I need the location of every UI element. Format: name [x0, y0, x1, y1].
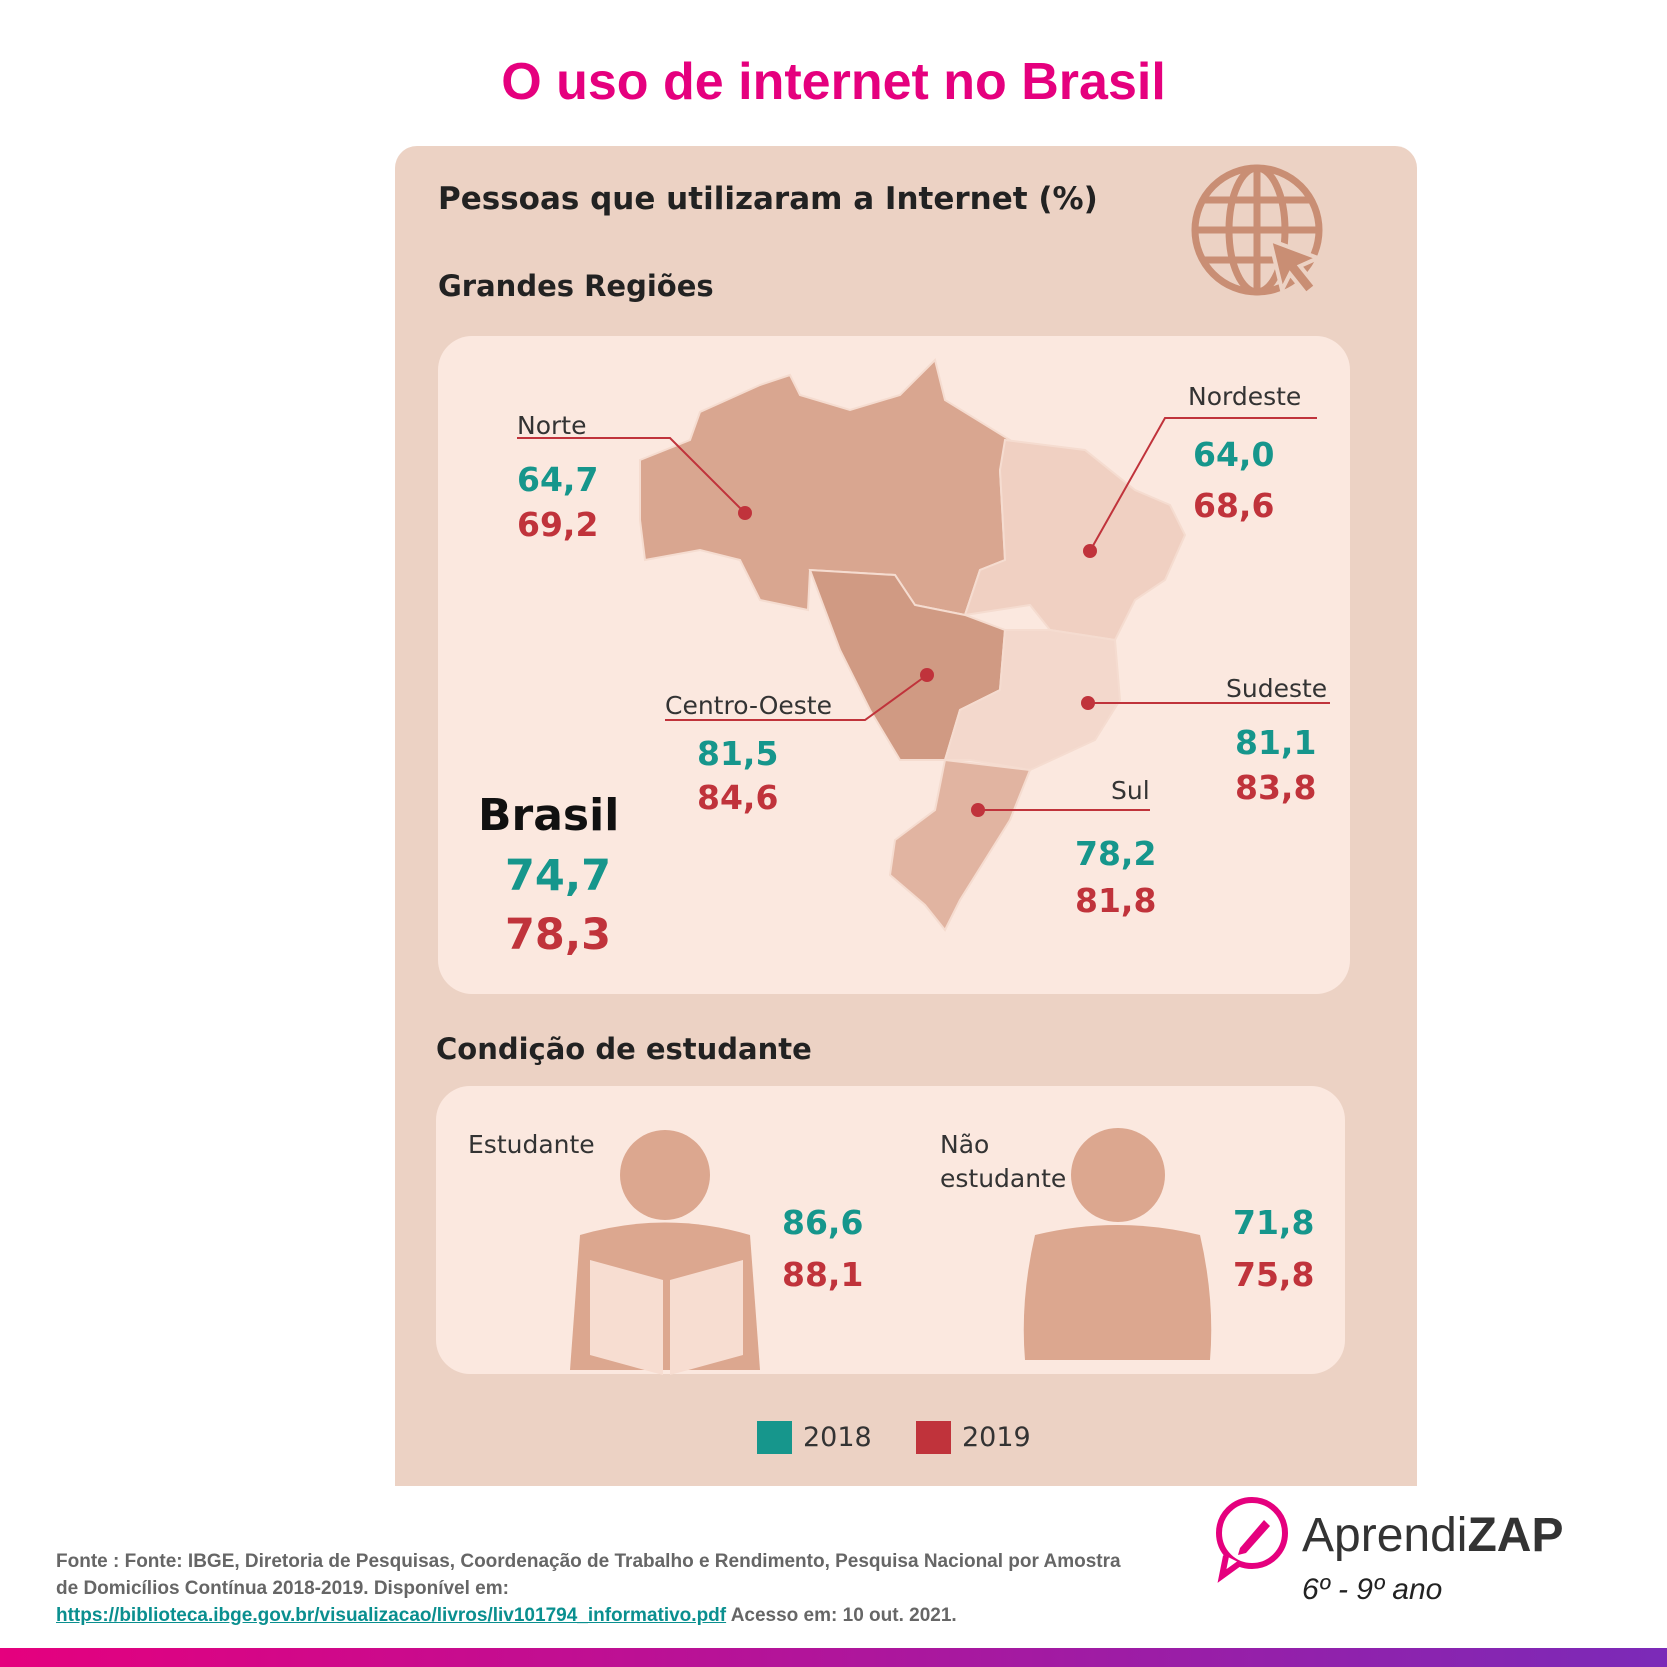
infographic-card: [395, 146, 1417, 1486]
section-heading: Condição de estudante: [436, 1032, 812, 1066]
card-title: Pessoas que utilizaram a Internet (%): [438, 181, 1098, 217]
student-label: Não estudante: [940, 1130, 1067, 1193]
value-2019: 69,2: [517, 505, 599, 544]
value-2018: 64,7: [517, 460, 599, 499]
region-label: Sudeste: [1226, 674, 1328, 703]
value-2018: 71,8: [1233, 1203, 1315, 1242]
brasil-label: Brasil: [478, 790, 620, 841]
value-2018: 81,1: [1235, 723, 1317, 762]
region-label: Centro-Oeste: [665, 691, 832, 720]
source-link[interactable]: https://biblioteca.ibge.gov.br/visualiza…: [56, 1605, 727, 1626]
value-2019: 84,6: [697, 778, 779, 817]
brazil-map: [639, 358, 1187, 932]
leader-lines: [517, 417, 1330, 811]
legend-swatch: [916, 1421, 951, 1454]
brand-bold: ZAP: [1467, 1509, 1564, 1562]
student-icon: [570, 1130, 760, 1375]
page-title: O uso de internet no Brasil: [501, 53, 1166, 111]
source-text: Fonte : Fonte: IBGE, Diretoria de Pesqui…: [56, 1551, 1121, 1599]
source-access: Acesso em: 10 out. 2021.: [730, 1605, 957, 1626]
value-2018: 74,7: [505, 851, 612, 901]
value-2019: 88,1: [782, 1255, 864, 1294]
footer-bar: [0, 1648, 1667, 1667]
value-2019: 68,6: [1193, 486, 1275, 525]
value-2019: 83,8: [1235, 768, 1317, 807]
region-label: Nordeste: [1188, 382, 1302, 411]
value-2018: 86,6: [782, 1203, 864, 1242]
value-2018: 78,2: [1075, 834, 1157, 873]
value-2019: 75,8: [1233, 1255, 1315, 1294]
value-2019: 78,3: [505, 910, 612, 960]
value-2018: 81,5: [697, 734, 779, 773]
brand-logo: [1216, 1497, 1288, 1583]
person-icon: [1023, 1128, 1212, 1360]
value-2019: 81,8: [1075, 881, 1157, 920]
legend-label: 2018: [803, 1422, 872, 1453]
brand-grade: 6º - 9º ano: [1302, 1573, 1443, 1606]
legend-label: 2019: [962, 1422, 1031, 1453]
region-dots: [738, 506, 1097, 817]
brand-light: Aprendi: [1302, 1509, 1468, 1562]
cursor-icon: [1267, 236, 1324, 297]
region-label: Sul: [1111, 776, 1150, 805]
source-note: Fonte : Fonte: IBGE, Diretoria de Pesqui…: [56, 1548, 1136, 1629]
region-label: Norte: [517, 411, 587, 440]
legend-swatch: [757, 1421, 792, 1454]
section-heading: Grandes Regiões: [438, 269, 714, 303]
student-label: Estudante: [468, 1130, 595, 1159]
brand-name: AprendiZAP: [1302, 1512, 1563, 1560]
value-2018: 64,0: [1193, 435, 1275, 474]
